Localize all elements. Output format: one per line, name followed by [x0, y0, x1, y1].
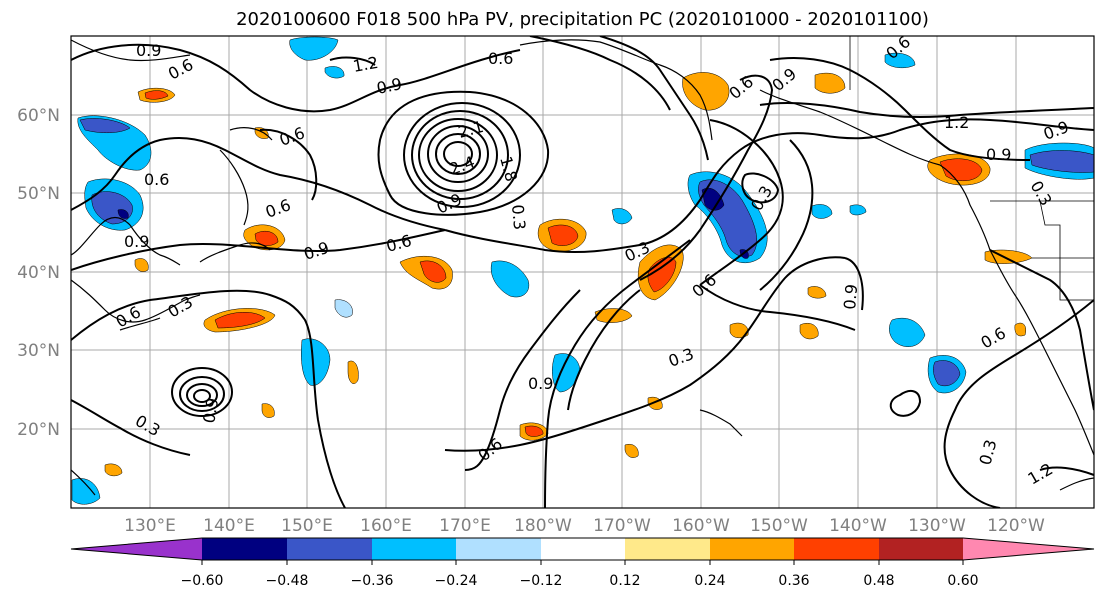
- contour-label: 0.9: [124, 232, 149, 251]
- colorbar-segment: [71, 538, 202, 560]
- colorbar-segment: [541, 538, 625, 560]
- lon-tick-label: 130°E: [124, 516, 176, 536]
- lon-tick-label: 140°W: [829, 516, 887, 536]
- colorbar-segment: [287, 538, 372, 560]
- lon-tick-label: 170°E: [439, 516, 491, 536]
- lon-tick-label: 140°E: [203, 516, 255, 536]
- colorbar-label: 0.36: [778, 573, 809, 589]
- map-frame: [70, 35, 1095, 509]
- colorbar-segment: [372, 538, 456, 560]
- contour-label: 0.6: [488, 49, 513, 68]
- lon-tick-label: 160°E: [360, 516, 412, 536]
- contour-label: 1.2: [351, 53, 379, 76]
- lon-tick-label: 150°E: [281, 516, 333, 536]
- colorbar-segment: [794, 538, 879, 560]
- colorbar-segment: [710, 538, 794, 560]
- contour-label: 0.9: [840, 283, 861, 310]
- contour-label: 0.9: [199, 396, 222, 424]
- lat-tick-label: 40°N: [17, 263, 60, 283]
- colorbar-label: 0.48: [863, 573, 894, 589]
- pv-contours: [71, 36, 1094, 508]
- colorbar-segment: [879, 538, 963, 560]
- lon-tick-label: 180°W: [514, 516, 572, 536]
- contour-label: 1.2: [944, 113, 969, 132]
- graticule: [71, 36, 1094, 508]
- colorbar-label: −0.12: [520, 573, 563, 589]
- colorbar-segment: [963, 538, 1094, 560]
- lon-tick-label: 120°W: [987, 516, 1045, 536]
- precip-positive-shading: [104, 72, 1033, 477]
- colorbar-label: −0.24: [435, 573, 478, 589]
- colorbar-label: 0.60: [947, 573, 978, 589]
- contour-label: 0.6: [144, 170, 169, 189]
- colorbar-segment: [202, 538, 287, 560]
- colorbar-segment: [456, 538, 541, 560]
- lon-tick-label: 170°W: [593, 516, 651, 536]
- lat-tick-label: 60°N: [17, 106, 60, 126]
- colorbar: −0.60 −0.48 −0.36 −0.24 −0.12 0.12 0.24 …: [70, 537, 1095, 589]
- map-title: 2020100600 F018 500 hPa PV, precipitatio…: [236, 9, 929, 30]
- colorbar-label: −0.48: [266, 573, 309, 589]
- colorbar-label: 0.12: [609, 573, 640, 589]
- latitude-axis: 60°N 50°N 40°N 30°N 20°N: [17, 106, 60, 440]
- contour-label: 0.9: [375, 74, 404, 98]
- colorbar-label: −0.60: [181, 573, 224, 589]
- lon-tick-label: 130°W: [908, 516, 966, 536]
- contour-label: 0.9: [528, 374, 553, 393]
- lon-tick-label: 160°W: [672, 516, 730, 536]
- lon-tick-label: 150°W: [750, 516, 808, 536]
- colorbar-label: −0.36: [351, 573, 394, 589]
- lat-tick-label: 30°N: [17, 341, 60, 361]
- longitude-axis: 130°E 140°E 150°E 160°E 170°E 180°W 170°…: [124, 516, 1045, 536]
- country-borders: [849, 36, 1094, 301]
- colorbar-label: 0.24: [694, 573, 725, 589]
- precip-negative-shading: [71, 36, 1094, 505]
- contour-label: 0.9: [986, 145, 1011, 164]
- contour-label: 0.3: [508, 204, 529, 231]
- colorbar-segment: [625, 538, 710, 560]
- lat-tick-label: 20°N: [17, 420, 60, 440]
- lat-tick-label: 50°N: [17, 184, 60, 204]
- contour-label: 0.9: [136, 41, 161, 60]
